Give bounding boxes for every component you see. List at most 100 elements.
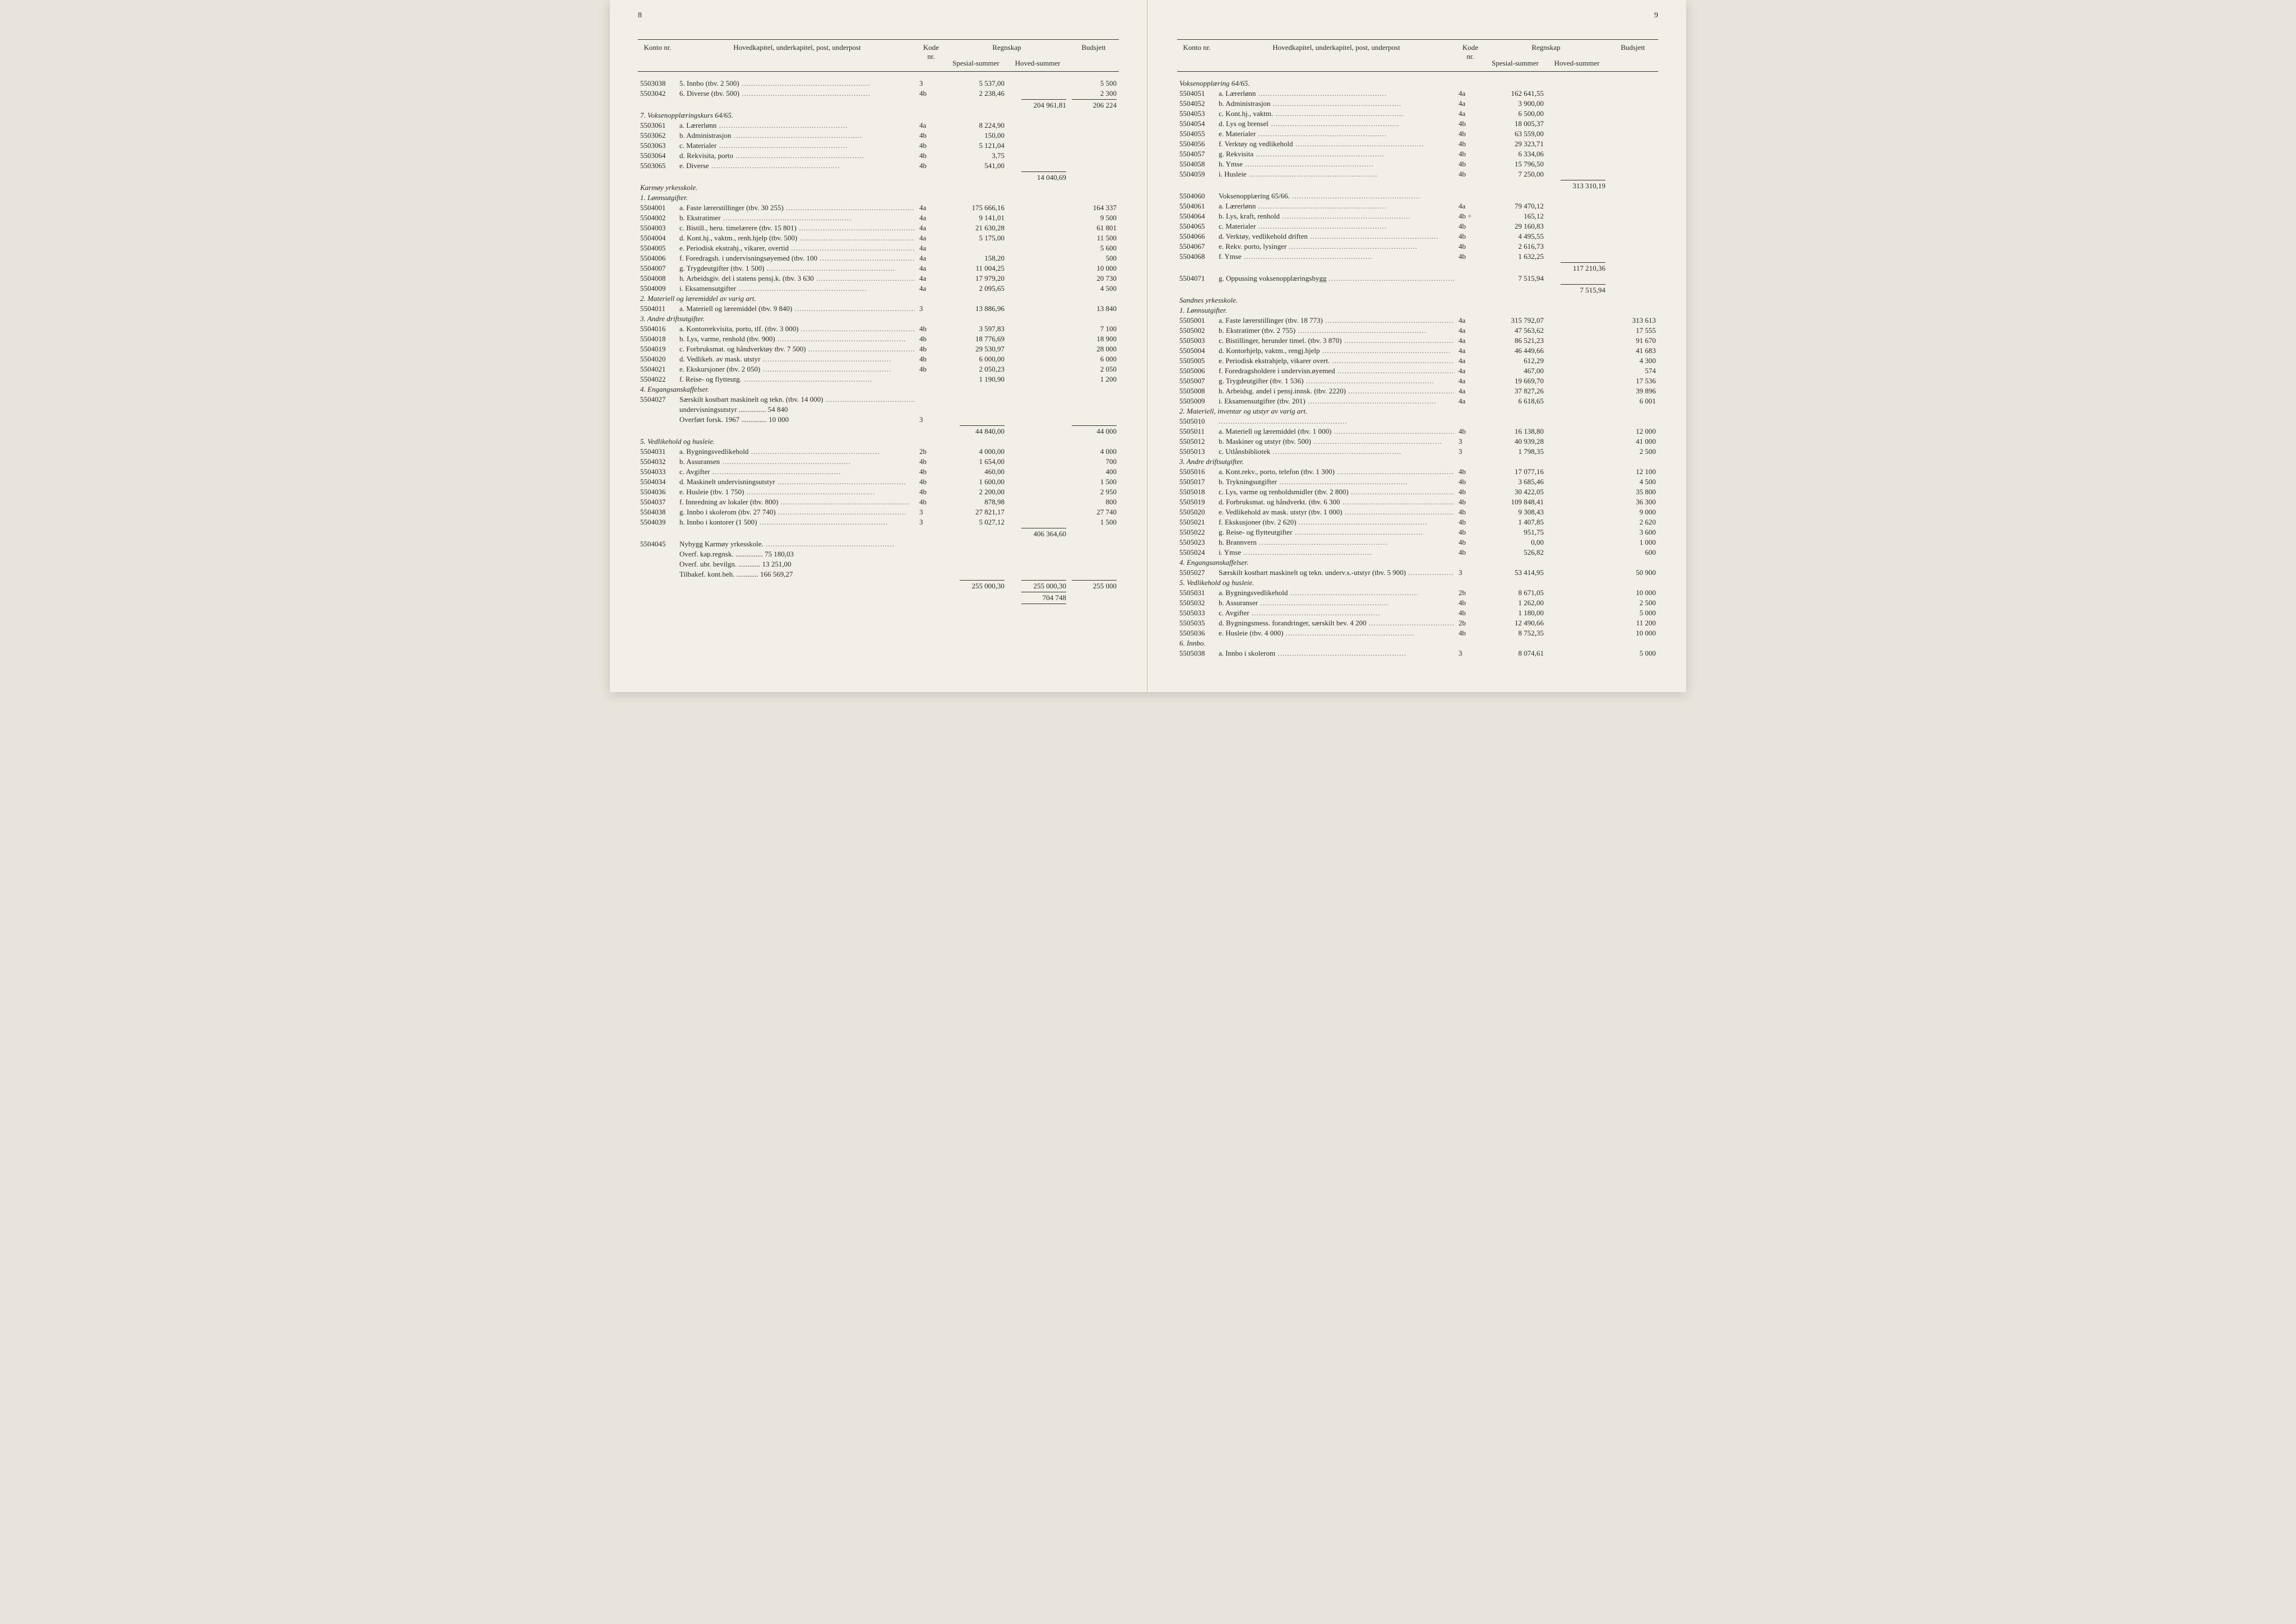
spesial-sum: 6 618,65 — [1484, 396, 1546, 406]
ledger-table-left: Konto nr. Hovedkapitel, underkapitel, po… — [638, 40, 1119, 605]
kode-nr: 4b — [917, 457, 945, 467]
table-row: 5503065e. Diverse4b541,00 — [638, 161, 1119, 171]
table-row: Tilbakef. kont.beh. ............ 166 569… — [638, 569, 1119, 579]
table-row: 5505005e. Periodisk ekstrahjelp, vikarer… — [1177, 356, 1658, 366]
budsjett: 20 730 — [1068, 273, 1119, 284]
table-row: Karmøy yrkesskole. — [638, 183, 1119, 193]
spesial-sum: 460,00 — [945, 467, 1007, 477]
hoved-sum — [1546, 568, 1608, 578]
table-row: 5504053c. Kont.hj., vaktm.4a6 500,00 — [1177, 109, 1658, 119]
hoved-sum — [1007, 497, 1068, 507]
section-heading: 1. Lønnsutgifter. — [1177, 305, 1658, 315]
konto-nr: 5503065 — [638, 161, 677, 171]
sum-cell — [945, 99, 1007, 110]
hoved-sum — [1546, 517, 1608, 527]
budsjett: 18 900 — [1068, 334, 1119, 344]
kode-nr: 4b — [917, 497, 945, 507]
budsjett: 3 600 — [1608, 527, 1658, 537]
table-row: 5504032b. Assuransen4b1 654,00700 — [638, 457, 1119, 467]
kode-nr: 4b — [1456, 149, 1484, 159]
budsjett: 1 500 — [1068, 477, 1119, 487]
konto-nr: 5504011 — [638, 304, 677, 314]
section-heading: 5. Vedlikehold og husleie. — [1177, 578, 1658, 588]
spesial-sum: 21 630,28 — [945, 223, 1007, 233]
hoved-sum — [1546, 149, 1608, 159]
section-heading: Voksenopplæring 64/65. — [1177, 78, 1658, 89]
table-row: 5504064b. Lys, kraft, renhold4b ÷165,12 — [1177, 211, 1658, 221]
konto-nr: 5504057 — [1177, 149, 1216, 159]
budsjett — [1608, 252, 1658, 262]
budsjett: 7 100 — [1068, 324, 1119, 334]
spesial-sum: 30 422,05 — [1484, 487, 1546, 497]
sum-cell: 406 364,60 — [1007, 527, 1068, 539]
description: f. Innredning av lokaler (tbv. 800) — [677, 497, 917, 507]
table-row: 5505018c. Lys, varme og renholdsmidler (… — [1177, 487, 1658, 497]
table-row: 5504057g. Rekvisita4b6 334,06 — [1177, 149, 1658, 159]
table-row: 5504039h. Innbo i kontorer (1 500)35 027… — [638, 517, 1119, 527]
budsjett: 800 — [1068, 497, 1119, 507]
description: d. Forbruksmat. og håndverkt. (tbv. 6 30… — [1216, 497, 1456, 507]
table-row: 5503064d. Rekvisita, porto4b3,75 — [638, 151, 1119, 161]
budsjett — [1068, 131, 1119, 141]
kode-nr: 4b — [1456, 517, 1484, 527]
konto-nr: 5505035 — [1177, 618, 1216, 628]
hoved-sum — [1007, 334, 1068, 344]
spesial-sum: 541,00 — [945, 161, 1007, 171]
sum-cell — [1484, 262, 1546, 273]
konto-nr: 5504045 — [638, 539, 677, 549]
hoved-sum — [1007, 354, 1068, 364]
budsjett — [1608, 109, 1658, 119]
hoved-sum — [1007, 517, 1068, 527]
budsjett: 500 — [1068, 253, 1119, 263]
hoved-sum — [1546, 336, 1608, 346]
konto-nr: 5504021 — [638, 364, 677, 374]
sum-cell: 255 000,30 — [945, 579, 1007, 591]
hoved-sum — [1546, 487, 1608, 497]
table-header: Konto nr. Hovedkapitel, underkapitel, po… — [638, 40, 1119, 78]
table-row: 313 310,19 — [1177, 179, 1658, 191]
spesial-sum — [1484, 191, 1546, 201]
konto-nr: 5505017 — [1177, 477, 1216, 487]
budsjett — [1608, 211, 1658, 221]
table-row: 5505010 — [1177, 416, 1658, 426]
table-row: 3. Andre driftsutgifter. — [638, 314, 1119, 324]
konto-nr: 5504003 — [638, 223, 677, 233]
section-heading: 7. Voksenopplæringskurs 64/65. — [638, 110, 1119, 120]
description: g. Innbo i skolerom (tbv. 27 740) — [677, 507, 917, 517]
kode-nr: 3 — [1456, 447, 1484, 457]
description: e. Periodisk ekstrahj., vikarer, overtid — [677, 243, 917, 253]
th-hoved: Hoved-summer — [1007, 55, 1068, 72]
page-number-left: 8 — [638, 11, 642, 20]
table-row: 5505009i. Eksamensutgifter (tbv. 201)4a6… — [1177, 396, 1658, 406]
description: b. Administrasjon — [677, 131, 917, 141]
th-regnskap: Regnskap — [1484, 40, 1608, 55]
table-row: 5504003c. Bistill., heru. timelærere (tb… — [638, 223, 1119, 233]
budsjett: 5 500 — [1068, 78, 1119, 89]
spesial-sum: 9 141,01 — [945, 213, 1007, 223]
konto-nr: 5504037 — [638, 497, 677, 507]
table-row: 5505004d. Kontorhjelp, vaktm., rengj.hje… — [1177, 346, 1658, 356]
konto-nr: 5503061 — [638, 120, 677, 131]
spesial-sum: 17 979,20 — [945, 273, 1007, 284]
konto-nr: 5503038 — [638, 78, 677, 89]
hoved-sum — [1546, 426, 1608, 437]
description: c. Forbruksmat. og håndverktøy tbv. 7 50… — [677, 344, 917, 354]
description: c. Materialer — [677, 141, 917, 151]
konto-nr: 5504005 — [638, 243, 677, 253]
description: d. Kont.hj., vaktm., renh.hjelp (tbv. 50… — [677, 233, 917, 243]
description: b. Trykningsutgifter — [1216, 477, 1456, 487]
hoved-sum — [1007, 161, 1068, 171]
kode-nr — [917, 395, 945, 405]
konto-nr: 5504032 — [638, 457, 677, 467]
table-header: Konto nr. Hovedkapitel, underkapitel, po… — [1177, 40, 1658, 78]
description: b. Ekstratimer — [677, 213, 917, 223]
section-heading: 3. Andre driftsutgifter. — [638, 314, 1119, 324]
sum-cell: 44 000 — [1068, 425, 1119, 437]
kode-nr: 3 — [917, 507, 945, 517]
hoved-sum — [1546, 109, 1608, 119]
section-heading: Karmøy yrkesskole. — [638, 183, 1119, 193]
kode-nr: 4a — [1456, 315, 1484, 326]
kode-nr: 4a — [1456, 326, 1484, 336]
description: e. Husleie (tbv. 1 750) — [677, 487, 917, 497]
table-row: 7. Voksenopplæringskurs 64/65. — [638, 110, 1119, 120]
